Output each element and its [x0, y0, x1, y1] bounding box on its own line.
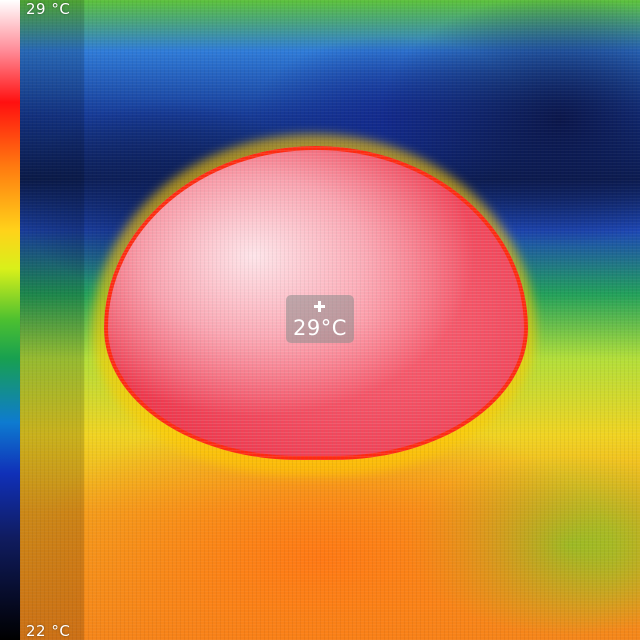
spot-temperature-value: 29°C — [293, 316, 347, 340]
scale-max-label: 29 °C — [26, 0, 71, 18]
scale-min-label: 22 °C — [26, 622, 71, 640]
crosshair-icon — [314, 301, 325, 312]
spot-meter: 29°C — [286, 295, 354, 343]
temperature-color-scale — [0, 0, 20, 640]
temperature-scale-band — [20, 0, 84, 640]
hot-object — [104, 146, 528, 460]
